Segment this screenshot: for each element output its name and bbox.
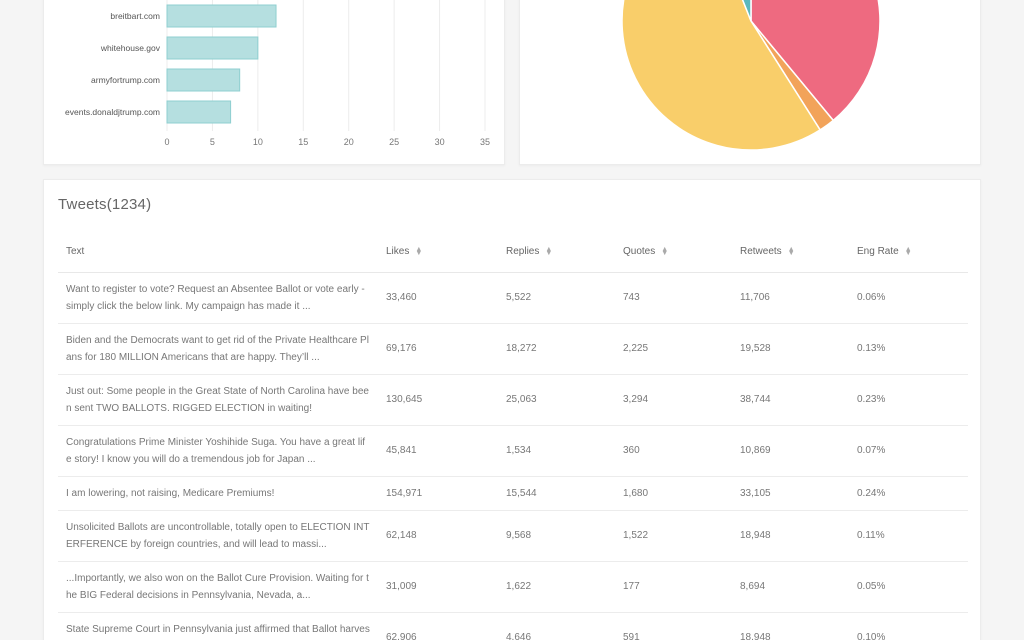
sort-icon[interactable]: ▲ ▼ xyxy=(415,245,423,257)
table-row[interactable]: Congratulations Prime Minister Yoshihide… xyxy=(58,425,968,477)
bar xyxy=(166,36,259,60)
sort-icon[interactable]: ▲ ▼ xyxy=(661,245,669,257)
tweet-text: Biden and the Democrats want to get rid … xyxy=(58,323,378,375)
eng-rate-cell: 0.24% xyxy=(849,476,968,511)
eng-rate-cell: 0.13% xyxy=(849,323,968,375)
tweet-text: I am lowering, not raising, Medicare Pre… xyxy=(58,476,378,511)
pie-chart xyxy=(621,0,881,151)
quotes-cell: 591 xyxy=(615,612,732,640)
retweets-cell: 10,869 xyxy=(732,425,849,477)
quotes-cell: 3,294 xyxy=(615,374,732,426)
table-row[interactable]: Want to register to vote? Request an Abs… xyxy=(58,272,968,324)
tweet-text: Congratulations Prime Minister Yoshihide… xyxy=(58,425,378,477)
tweets-table: Text Likes ▲ ▼ Replies ▲ ▼ Quotes ▲ ▼ Retweets… xyxy=(58,232,968,640)
y-tick-label: armyfortrump.com xyxy=(91,75,160,85)
table-row[interactable]: I am lowering, not raising, Medicare Pre… xyxy=(58,476,968,511)
tweets-card: Tweets(1234) Text Likes ▲ ▼ Replies ▲ ▼ Quot… xyxy=(43,179,981,640)
table-row[interactable]: State Supreme Court in Pennsylvania just… xyxy=(58,612,968,640)
sort-icon[interactable]: ▲ ▼ xyxy=(545,245,553,257)
tweet-text: Want to register to vote? Request an Abs… xyxy=(58,272,378,324)
tweets-title: Tweets(1234) xyxy=(58,196,152,213)
quotes-cell: 1,680 xyxy=(615,476,732,511)
quotes-cell: 177 xyxy=(615,561,732,613)
replies-cell: 9,568 xyxy=(498,510,615,562)
retweets-cell: 38,744 xyxy=(732,374,849,426)
x-tick-label: 5 xyxy=(210,137,215,147)
y-tick-label: events.donaldjtrump.com xyxy=(65,107,160,117)
bar xyxy=(166,4,277,28)
replies-cell: 18,272 xyxy=(498,323,615,375)
table-header-row: Text Likes ▲ ▼ Replies ▲ ▼ Quotes ▲ ▼ Retweets… xyxy=(58,232,968,273)
tweet-text: ...Importantly, we also won on the Ballo… xyxy=(58,561,378,613)
table-row[interactable]: ...Importantly, we also won on the Ballo… xyxy=(58,561,968,613)
likes-cell: 33,460 xyxy=(378,272,498,324)
replies-cell: 25,063 xyxy=(498,374,615,426)
replies-cell: 5,522 xyxy=(498,272,615,324)
pie-slice xyxy=(750,0,881,122)
likes-cell: 62,906 xyxy=(378,612,498,640)
replies-cell: 4,646 xyxy=(498,612,615,640)
y-tick-label: breitbart.com xyxy=(110,11,160,21)
table-row[interactable]: Just out: Some people in the Great State… xyxy=(58,374,968,426)
x-tick-label: 15 xyxy=(298,137,308,147)
replies-cell: 1,622 xyxy=(498,561,615,613)
likes-cell: 45,841 xyxy=(378,425,498,477)
column-header-text[interactable]: Text xyxy=(58,232,378,273)
likes-cell: 62,148 xyxy=(378,510,498,562)
likes-cell: 130,645 xyxy=(378,374,498,426)
domains-bar-chart-card: 0 5 10 15 20 25 30 35 breitbart.com whitehouse.go… xyxy=(43,0,505,165)
eng-rate-cell: 0.11% xyxy=(849,510,968,562)
retweets-cell: 19,528 xyxy=(732,323,849,375)
x-tick-label: 20 xyxy=(344,137,354,147)
column-header-retweets[interactable]: Retweets ▲ ▼ xyxy=(732,232,849,273)
sort-icon[interactable]: ▲ ▼ xyxy=(787,245,795,257)
x-tick-label: 0 xyxy=(164,137,169,147)
likes-cell: 154,971 xyxy=(378,476,498,511)
likes-cell: 31,009 xyxy=(378,561,498,613)
column-header-eng-rate[interactable]: Eng Rate ▲ ▼ xyxy=(849,232,968,273)
quotes-cell: 360 xyxy=(615,425,732,477)
bar xyxy=(166,68,241,92)
pie-chart-card xyxy=(519,0,981,165)
tweet-text: Just out: Some people in the Great State… xyxy=(58,374,378,426)
quotes-cell: 2,225 xyxy=(615,323,732,375)
column-header-quotes[interactable]: Quotes ▲ ▼ xyxy=(615,232,732,273)
eng-rate-cell: 0.10% xyxy=(849,612,968,640)
sort-icon[interactable]: ▲ ▼ xyxy=(904,245,912,257)
likes-cell: 69,176 xyxy=(378,323,498,375)
x-tick-label: 25 xyxy=(389,137,399,147)
quotes-cell: 1,522 xyxy=(615,510,732,562)
eng-rate-cell: 0.05% xyxy=(849,561,968,613)
eng-rate-cell: 0.06% xyxy=(849,272,968,324)
eng-rate-cell: 0.23% xyxy=(849,374,968,426)
table-row[interactable]: Biden and the Democrats want to get rid … xyxy=(58,323,968,375)
retweets-cell: 11,706 xyxy=(732,272,849,324)
y-tick-label: whitehouse.gov xyxy=(100,43,161,53)
replies-cell: 1,534 xyxy=(498,425,615,477)
x-tick-label: 35 xyxy=(480,137,490,147)
quotes-cell: 743 xyxy=(615,272,732,324)
retweets-cell: 8,694 xyxy=(732,561,849,613)
tweet-text: Unsolicited Ballots are uncontrollable, … xyxy=(58,510,378,562)
replies-cell: 15,544 xyxy=(498,476,615,511)
eng-rate-cell: 0.07% xyxy=(849,425,968,477)
column-header-likes[interactable]: Likes ▲ ▼ xyxy=(378,232,498,273)
table-row[interactable]: Unsolicited Ballots are uncontrollable, … xyxy=(58,510,968,562)
retweets-cell: 33,105 xyxy=(732,476,849,511)
bar xyxy=(166,100,232,124)
tweet-text: State Supreme Court in Pennsylvania just… xyxy=(58,612,378,640)
retweets-cell: 18,948 xyxy=(732,612,849,640)
pie-slice xyxy=(741,0,752,22)
pie-slice xyxy=(621,0,822,151)
domains-bar-chart: 0 5 10 15 20 25 30 35 breitbart.com whitehouse.go… xyxy=(65,0,490,147)
retweets-cell: 18,948 xyxy=(732,510,849,562)
column-header-replies[interactable]: Replies ▲ ▼ xyxy=(498,232,615,273)
x-tick-label: 30 xyxy=(435,137,445,147)
x-tick-label: 10 xyxy=(253,137,263,147)
